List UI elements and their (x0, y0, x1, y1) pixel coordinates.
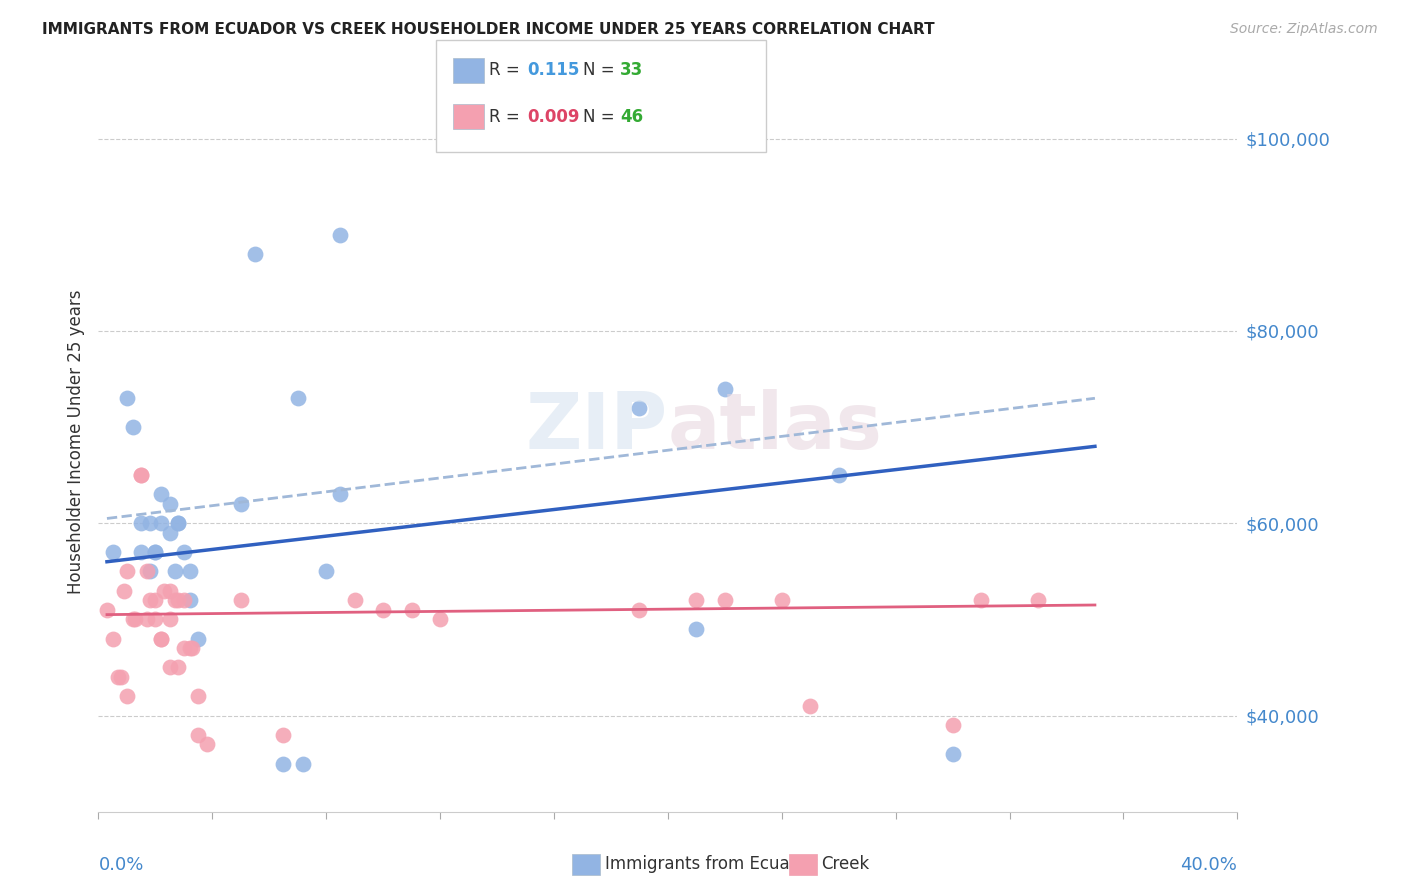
Point (685, 622, 707, 636)
Point (628, 603, 651, 617)
Text: atlas: atlas (668, 389, 883, 465)
Point (329, 227, 352, 242)
Text: R =: R = (489, 108, 526, 126)
Point (115, 565, 138, 579)
Point (115, 690, 138, 704)
Point (150, 632, 173, 646)
Point (159, 660, 181, 674)
Point (145, 612, 167, 626)
Point (145, 545, 167, 559)
Point (159, 525, 181, 540)
Point (173, 641, 195, 656)
Point (165, 593, 187, 607)
Point (187, 690, 209, 704)
Point (121, 612, 143, 626)
Point (315, 565, 337, 579)
Point (401, 603, 423, 617)
Point (173, 545, 195, 559)
Point (181, 641, 204, 656)
Point (195, 738, 218, 752)
Point (429, 612, 451, 626)
Point (628, 401, 651, 415)
Point (179, 593, 201, 607)
Point (150, 516, 173, 531)
Text: Immigrants from Ecuador: Immigrants from Ecuador (605, 855, 817, 873)
Point (115, 391, 138, 405)
Point (101, 632, 124, 646)
Point (138, 565, 160, 579)
Text: 0.0%: 0.0% (98, 856, 143, 874)
Y-axis label: Householder Income Under 25 years: Householder Income Under 25 years (66, 289, 84, 594)
Text: Source: ZipAtlas.com: Source: ZipAtlas.com (1230, 22, 1378, 37)
Point (770, 593, 793, 607)
Point (145, 593, 167, 607)
Point (229, 497, 252, 511)
Text: 0.009: 0.009 (527, 108, 579, 126)
Point (165, 565, 187, 579)
Point (129, 516, 152, 531)
Point (287, 391, 309, 405)
Point (292, 756, 315, 771)
Point (329, 487, 352, 501)
Point (96, 603, 118, 617)
Point (714, 382, 737, 396)
Text: 46: 46 (620, 108, 643, 126)
Point (138, 593, 160, 607)
Text: N =: N = (583, 62, 620, 79)
Point (138, 516, 160, 531)
Point (273, 728, 295, 742)
Point (159, 612, 181, 626)
Point (159, 583, 181, 598)
Text: N =: N = (583, 108, 620, 126)
Point (343, 593, 366, 607)
Point (135, 565, 157, 579)
Point (112, 583, 135, 598)
Text: Creek: Creek (821, 855, 869, 873)
Text: IMMIGRANTS FROM ECUADOR VS CREEK HOUSEHOLDER INCOME UNDER 25 YEARS CORRELATION C: IMMIGRANTS FROM ECUADOR VS CREEK HOUSEHO… (42, 22, 935, 37)
Point (167, 660, 190, 674)
Point (150, 632, 173, 646)
Text: 0.115: 0.115 (527, 62, 579, 79)
Point (107, 670, 129, 684)
Point (828, 468, 851, 483)
Text: R =: R = (489, 62, 526, 79)
Point (101, 545, 124, 559)
Point (229, 593, 252, 607)
Point (173, 593, 195, 607)
Point (129, 468, 152, 483)
Point (942, 747, 965, 761)
Point (243, 247, 266, 261)
Text: 40.0%: 40.0% (1181, 856, 1237, 874)
Point (179, 565, 201, 579)
Point (685, 593, 707, 607)
Point (150, 487, 173, 501)
Point (124, 612, 146, 626)
Text: 33: 33 (620, 62, 644, 79)
Point (373, 603, 395, 617)
Point (110, 670, 132, 684)
Text: ZIP: ZIP (526, 389, 668, 465)
Point (167, 593, 190, 607)
Point (135, 612, 157, 626)
Point (179, 641, 201, 656)
Point (159, 497, 181, 511)
Point (153, 583, 176, 598)
Point (187, 728, 209, 742)
Point (187, 632, 209, 646)
Point (129, 545, 152, 559)
Point (714, 593, 737, 607)
Point (129, 468, 152, 483)
Point (121, 420, 143, 434)
Point (273, 756, 295, 771)
Point (145, 545, 167, 559)
Point (167, 516, 190, 531)
Point (167, 516, 190, 531)
Point (942, 718, 965, 732)
Point (1026, 593, 1049, 607)
Point (799, 698, 821, 713)
Point (970, 593, 993, 607)
